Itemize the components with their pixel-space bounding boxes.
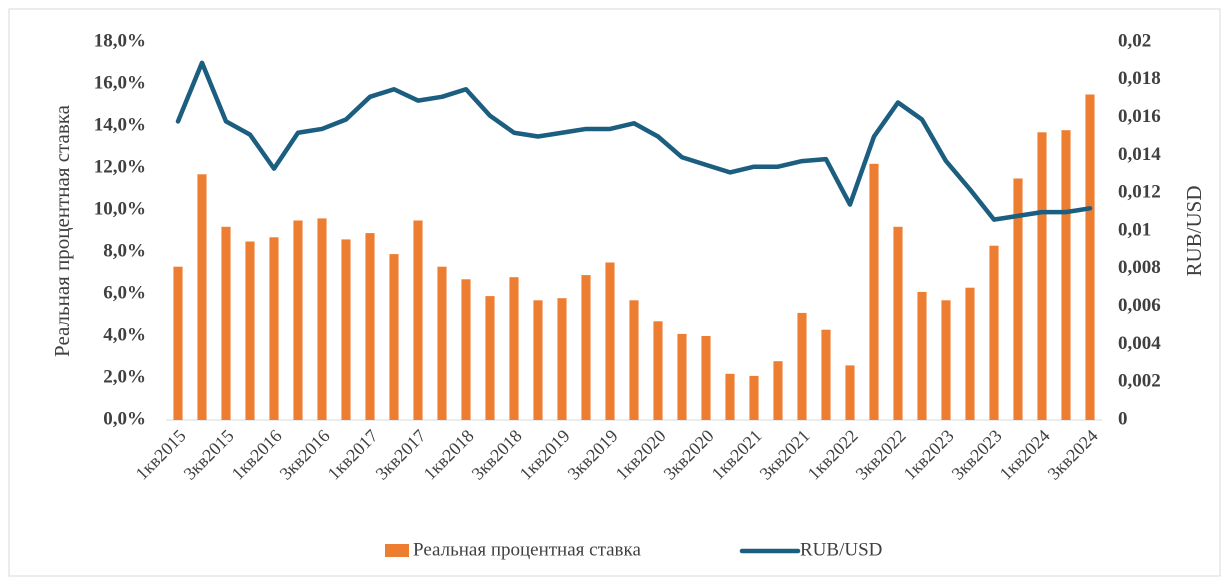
bar xyxy=(869,163,879,421)
y2-tick-label: 0,012 xyxy=(1118,182,1161,203)
bar xyxy=(893,226,903,420)
bar xyxy=(533,300,543,420)
y-tick-label: 0,0% xyxy=(103,408,146,429)
bar xyxy=(341,239,351,420)
bar xyxy=(485,296,495,420)
line xyxy=(175,60,1093,222)
y2-tick-label: 0,004 xyxy=(1118,333,1161,354)
y-tick-label: 6,0% xyxy=(103,282,146,303)
y-tick-label: 4,0% xyxy=(103,324,146,345)
bar xyxy=(917,291,927,420)
bar xyxy=(821,329,831,420)
bar xyxy=(797,312,807,420)
y-tick-label: 10,0% xyxy=(94,198,146,219)
y-axis-title: Реальная процентная ставка xyxy=(50,104,74,357)
bar xyxy=(581,275,591,420)
bar xyxy=(365,233,375,420)
y2-tick-label: 0,02 xyxy=(1118,30,1151,51)
bar xyxy=(293,220,303,420)
bar xyxy=(989,245,999,420)
y2-tick-label: 0,008 xyxy=(1118,257,1161,278)
y2-tick-label: 0,01 xyxy=(1118,219,1151,240)
bar xyxy=(269,237,279,420)
y2-tick-label: 0,014 xyxy=(1118,144,1161,165)
bar xyxy=(845,365,855,420)
bar xyxy=(1061,130,1071,420)
bar xyxy=(389,254,399,420)
bar xyxy=(557,298,567,420)
y-tick-label: 2,0% xyxy=(103,366,146,387)
y2-tick-label: 0,016 xyxy=(1118,106,1161,127)
bar xyxy=(437,266,447,420)
y-tick-label: 18,0% xyxy=(94,30,146,51)
y-tick-label: 8,0% xyxy=(103,240,146,261)
bar xyxy=(965,287,975,420)
legend-label: Реальная процентная ставка xyxy=(413,539,641,560)
bar xyxy=(509,277,519,420)
bar xyxy=(1013,178,1023,420)
bar xyxy=(725,373,735,420)
bar xyxy=(941,300,951,420)
bar xyxy=(221,226,231,420)
y-tick-label: 12,0% xyxy=(94,156,146,177)
bar xyxy=(317,218,327,420)
y2-tick-label: 0,002 xyxy=(1118,371,1161,392)
bar xyxy=(749,375,759,420)
legend-swatch xyxy=(385,544,409,557)
y-tick-label: 16,0% xyxy=(94,72,146,93)
bar xyxy=(773,361,783,420)
bar xyxy=(173,266,183,420)
bar xyxy=(413,220,423,420)
bar xyxy=(701,336,711,420)
bar xyxy=(461,279,471,420)
bar xyxy=(605,262,615,420)
bar xyxy=(1085,94,1095,420)
bar xyxy=(1037,132,1047,421)
bar xyxy=(197,174,207,420)
y2-tick-label: 0,018 xyxy=(1118,68,1161,89)
bar xyxy=(653,321,663,420)
legend-label: RUB/USD xyxy=(800,539,882,560)
y2-axis-title: RUB/USD xyxy=(1182,185,1206,276)
bar xyxy=(245,241,255,420)
y2-tick-label: 0,006 xyxy=(1118,295,1161,316)
y-tick-label: 14,0% xyxy=(94,114,146,135)
bar xyxy=(629,300,639,420)
bar xyxy=(677,333,687,420)
y2-tick-label: 0 xyxy=(1118,408,1128,429)
